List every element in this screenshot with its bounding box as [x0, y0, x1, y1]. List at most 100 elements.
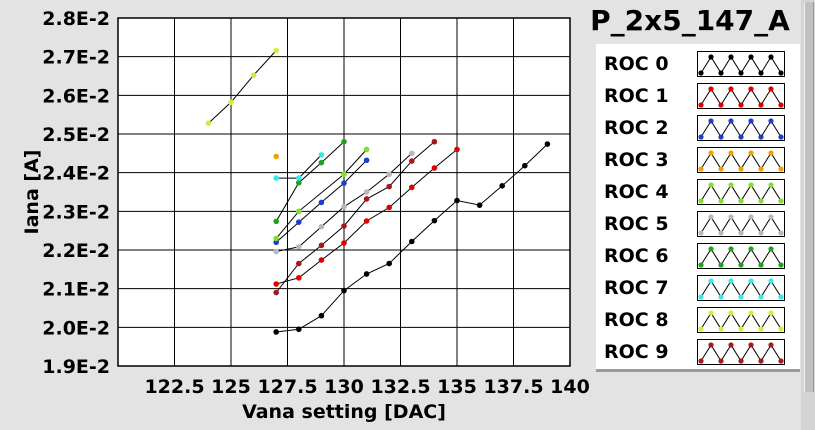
- vertical-scrollbar[interactable]: [801, 0, 815, 430]
- data-point: [363, 196, 370, 202]
- legend-marker: [768, 182, 774, 188]
- legend-swatch: [697, 179, 785, 205]
- series-line: [275, 149, 367, 239]
- legend-marker: [728, 86, 734, 92]
- legend-label: ROC 4: [604, 181, 669, 203]
- legend-marker: [738, 294, 744, 300]
- legend-item: ROC 6: [596, 241, 800, 271]
- series-roc-2: [273, 157, 370, 246]
- data-point: [296, 244, 302, 250]
- legend-marker: [728, 214, 734, 220]
- data-point: [454, 146, 460, 153]
- legend-marker: [758, 198, 764, 204]
- data-point: [454, 197, 460, 204]
- data-point: [363, 189, 370, 195]
- legend-marker: [778, 70, 784, 76]
- series-line: [275, 141, 435, 293]
- legend-label: ROC 8: [604, 309, 669, 331]
- legend-marker: [718, 198, 724, 204]
- legend-marker: [778, 358, 784, 364]
- y-tick-label: 2.8E-2: [42, 8, 110, 30]
- legend-swatch-graphic: [698, 310, 784, 332]
- legend-marker: [728, 342, 734, 348]
- data-point: [363, 157, 370, 164]
- data-point: [273, 248, 280, 255]
- legend-marker: [728, 118, 734, 124]
- legend-marker: [778, 326, 784, 332]
- series-roc-6: [273, 138, 347, 225]
- y-axis-title: Iana [A]: [21, 150, 43, 235]
- legend-marker: [708, 310, 714, 316]
- legend-marker: [708, 214, 714, 220]
- legend-marker: [778, 166, 784, 172]
- legend-marker: [718, 294, 724, 300]
- data-point: [296, 175, 302, 181]
- legend-label: ROC 2: [604, 117, 669, 139]
- y-tick-label: 2.0E-2: [42, 317, 110, 339]
- legend-swatch-graphic: [698, 342, 784, 364]
- legend-marker: [728, 246, 734, 252]
- legend-marker: [728, 310, 734, 316]
- legend-marker: [768, 150, 774, 156]
- y-tick-label: 2.5E-2: [42, 124, 110, 146]
- legend-marker: [718, 326, 724, 332]
- legend-swatch-graphic: [698, 182, 784, 204]
- legend-label: ROC 9: [604, 341, 669, 363]
- data-point: [273, 329, 280, 335]
- legend-marker: [768, 214, 774, 220]
- y-tick-label: 2.6E-2: [42, 85, 110, 107]
- data-point: [318, 224, 325, 230]
- legend-marker: [758, 166, 764, 172]
- legend-marker: [718, 166, 724, 172]
- legend-marker: [738, 230, 744, 236]
- legend-marker: [718, 262, 724, 268]
- scrollbar-thumb[interactable]: [804, 2, 814, 392]
- legend-marker: [708, 86, 714, 92]
- legend-marker: [768, 310, 774, 316]
- data-point: [318, 199, 325, 206]
- legend-label: ROC 0: [604, 53, 669, 75]
- data-point: [296, 179, 302, 186]
- legend-marker: [758, 326, 764, 332]
- legend-marker: [758, 262, 764, 268]
- legend-marker: [768, 278, 774, 284]
- series-roc-8: [205, 47, 280, 126]
- legend-marker: [698, 326, 704, 332]
- x-tick-label: 122.5: [144, 376, 204, 398]
- legend-marker: [698, 102, 704, 108]
- data-point: [228, 99, 234, 106]
- legend-swatch: [697, 243, 785, 269]
- legend-marker: [778, 198, 784, 204]
- data-point: [273, 281, 280, 287]
- data-point: [318, 159, 325, 166]
- x-tick-label: 132.5: [370, 376, 430, 398]
- data-point: [341, 171, 347, 178]
- data-point: [363, 146, 370, 153]
- data-point: [341, 138, 347, 145]
- legend-marker: [698, 70, 704, 76]
- legend-marker: [728, 182, 734, 188]
- data-point: [386, 171, 393, 178]
- legend-marker: [748, 342, 754, 348]
- legend-item: ROC 4: [596, 177, 800, 207]
- data-point: [476, 202, 483, 208]
- data-point: [363, 218, 370, 224]
- legend-swatch: [697, 147, 785, 173]
- legend-marker: [708, 342, 714, 348]
- plot-frame: [117, 17, 571, 367]
- legend-label: ROC 3: [604, 149, 669, 171]
- legend-marker: [698, 294, 704, 300]
- data-point: [318, 257, 325, 263]
- data-point: [386, 204, 393, 211]
- legend-marker: [738, 358, 744, 364]
- legend-item: ROC 0: [596, 49, 800, 79]
- legend-item: ROC 1: [596, 81, 800, 111]
- legend-marker: [768, 54, 774, 60]
- legend-marker: [718, 102, 724, 108]
- legend-label: ROC 5: [604, 213, 669, 235]
- series-line: [275, 141, 345, 222]
- data-point: [341, 180, 347, 186]
- y-tick-labels: 1.9E-2 2.0E-2 2.1E-2 2.2E-2 2.3E-2 2.4E-2 2.5E…: [42, 8, 110, 378]
- data-point: [273, 175, 280, 181]
